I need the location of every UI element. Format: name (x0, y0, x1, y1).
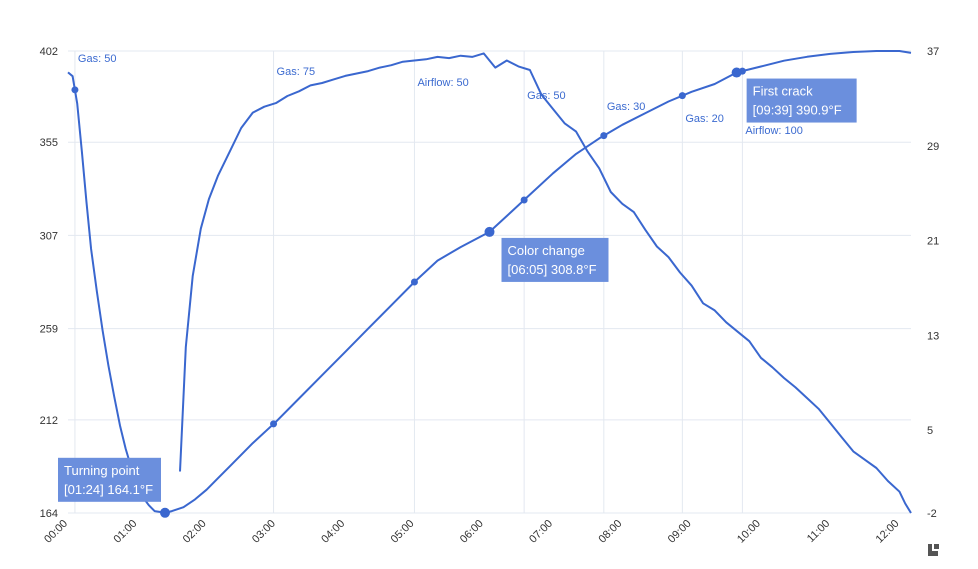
y-left-tick-label: 259 (40, 324, 58, 336)
y-right-tick-label: -2 (927, 508, 937, 520)
annotation-point (484, 226, 495, 237)
data-points (71, 67, 746, 518)
callout-box (501, 237, 609, 282)
event-point (71, 86, 79, 94)
callout-title: Turning point (64, 463, 140, 478)
callout-box (746, 78, 857, 123)
y-axis-right: -2 5 13 21 29 37 (927, 46, 939, 520)
y-right-tick-label: 21 (927, 236, 939, 248)
x-tick-label: 08:00 (596, 518, 624, 546)
event-point (520, 196, 528, 204)
x-tick-label: 07:00 (527, 518, 555, 546)
series-lines (67, 50, 912, 514)
x-tick-label: 04:00 (319, 518, 347, 546)
x-tick-label: 01:00 (111, 518, 139, 546)
event-point (410, 278, 418, 286)
callout-detail: [09:39] 390.9°F (753, 103, 842, 118)
temperature-line (67, 50, 912, 514)
event-point (600, 132, 608, 140)
event-label: Airflow: 100 (745, 125, 802, 137)
callout-detail: [06:05] 308.8°F (508, 262, 597, 277)
event-label: Gas: 20 (685, 113, 724, 125)
x-tick-label: 02:00 (181, 518, 209, 546)
y-left-tick-label: 212 (40, 415, 58, 427)
y-left-tick-label: 307 (40, 230, 58, 242)
callout-title: Color change (508, 243, 585, 258)
event-point (270, 420, 278, 428)
annotation-point (160, 507, 171, 518)
grid-lines (68, 50, 911, 514)
y-right-tick-label: 5 (927, 425, 933, 437)
x-tick-label: 05:00 (389, 518, 417, 546)
event-label: Gas: 50 (527, 90, 566, 102)
y-left-tick-label: 164 (40, 508, 58, 520)
y-left-tick-label: 402 (40, 46, 58, 58)
callout-detail: [01:24] 164.1°F (64, 482, 153, 497)
y-right-tick-label: 29 (927, 141, 939, 153)
y-axis-left: 164 212 259 307 355 402 (40, 46, 58, 520)
x-axis: 00:00 01:00 02:00 03:00 04:00 05:00 06:00 07:00… (42, 518, 901, 546)
x-tick-label: 11:00 (805, 518, 832, 545)
app-logo-icon (928, 544, 939, 556)
event-label: Gas: 50 (78, 53, 117, 65)
y-left-tick-label: 355 (40, 137, 58, 149)
event-markers: Gas: 50 Gas: 75 Airflow: 50 Gas: 50 Gas: 30 G… (74, 51, 803, 513)
annotation-point (731, 67, 742, 78)
event-label: Airflow: 50 (417, 77, 468, 89)
event-label: Gas: 75 (277, 66, 316, 78)
annotations: Turning point [01:24] 164.1°F Color change… (58, 78, 857, 502)
x-tick-label: 09:00 (666, 518, 694, 546)
x-tick-label: 10:00 (735, 518, 763, 546)
callout-box (58, 457, 161, 502)
y-right-tick-label: 37 (927, 46, 939, 58)
callout-title: First crack (753, 84, 813, 99)
x-tick-label: 00:00 (42, 518, 70, 546)
event-label: Gas: 30 (607, 101, 646, 113)
y-right-tick-label: 13 (927, 330, 939, 342)
x-tick-label: 12:00 (874, 518, 902, 546)
event-point (678, 92, 686, 100)
x-tick-label: 06:00 (458, 518, 486, 546)
x-tick-label: 03:00 (250, 518, 278, 546)
rate-of-rise-line (179, 52, 912, 514)
